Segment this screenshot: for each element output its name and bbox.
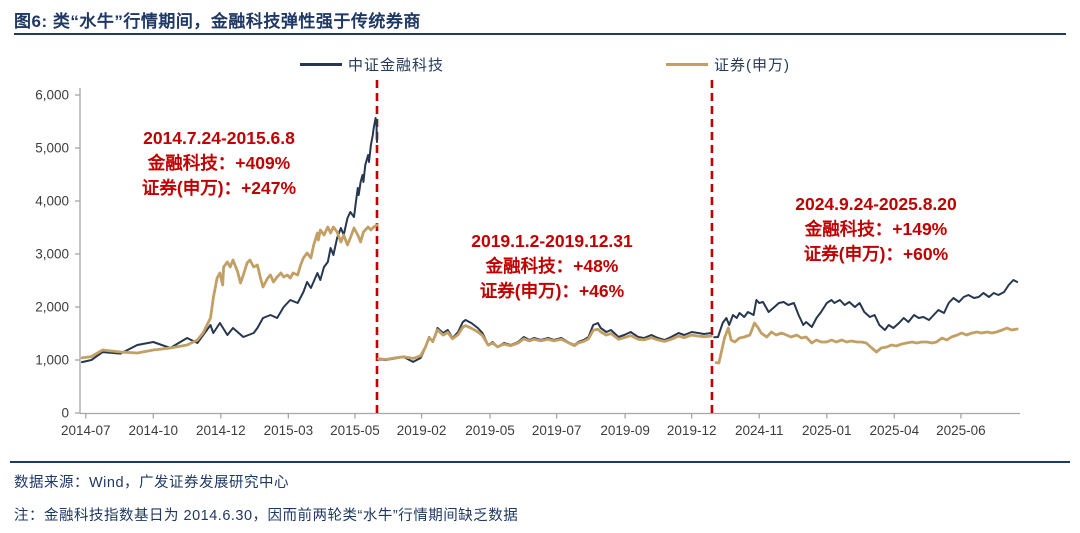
annotation-2-fintech: 金融科技：+48% [485, 256, 619, 276]
x-tick-label: 2024-11 [735, 423, 784, 438]
footer-divider [10, 461, 1070, 463]
y-tick-label: 1,000 [35, 353, 69, 368]
annotation-3-date: 2024.9.24-2025.8.20 [795, 194, 957, 214]
legend-item-securities: 证券(申万) [666, 54, 790, 75]
securities-line-swatch [666, 63, 708, 66]
title-underline [14, 33, 1066, 35]
y-tick-label: 4,000 [35, 194, 69, 209]
x-tick-label: 2019-02 [397, 423, 447, 438]
annotation-1-fintech: 金融科技：+409% [147, 153, 291, 173]
annotation-2-securities: 证券(申万)：+46% [479, 281, 625, 301]
securities-legend-label: 证券(申万) [714, 57, 790, 74]
y-tick-label: 3,000 [35, 247, 69, 262]
annotation-3-fintech: 金融科技：+149% [804, 219, 948, 239]
annotation-3-securities: 证券(申万)：+60% [803, 244, 949, 264]
fintech-line-swatch [300, 63, 342, 66]
fintech-legend-label: 中证金融科技 [348, 57, 445, 74]
annotation-period-1: 2014.7.24-2015.6.8 金融科技：+409% 证券(申万)：+24… [142, 126, 296, 201]
x-tick-label: 2014-10 [129, 423, 179, 438]
figure-title: 图6: 类“水牛”行情期间，金融科技弹性强于传统券商 [14, 12, 421, 31]
y-tick-label: 0 [61, 406, 69, 421]
y-tick-label: 5,000 [35, 141, 69, 156]
footnote-text: 注：金融科技指数基日为 2014.6.30，因而前两轮类“水牛”行情期间缺乏数据 [14, 508, 519, 524]
x-tick-label: 2015-03 [264, 423, 314, 438]
data-source-text: 数据来源：Wind，广发证券发展研究中心 [14, 475, 290, 491]
x-tick-label: 2019-05 [465, 423, 515, 438]
annotation-period-3: 2024.9.24-2025.8.20 金融科技：+149% 证券(申万)：+6… [795, 192, 957, 267]
x-tick-label: 2014-07 [61, 423, 111, 438]
annotation-1-date: 2014.7.24-2015.6.8 [143, 128, 295, 148]
x-tick-label: 2025-01 [802, 423, 852, 438]
axes: 0 1,000 2,000 3,000 4,000 5,000 6,000 2014-07 20… [35, 88, 1020, 438]
annotation-2-date: 2019.1.2-2019.12.31 [471, 231, 633, 251]
annotation-period-2: 2019.1.2-2019.12.31 金融科技：+48% 证券(申万)：+46… [471, 229, 633, 304]
y-tick-label: 2,000 [35, 300, 69, 315]
x-tick-label: 2025-06 [936, 423, 986, 438]
legend-item-fintech: 中证金融科技 [300, 54, 444, 75]
annotation-1-securities: 证券(申万)：+247% [141, 178, 297, 198]
x-tick-label: 2025-04 [870, 423, 920, 438]
x-tick-label: 2019-12 [667, 423, 717, 438]
series-证券(申万) [80, 223, 1019, 365]
x-tick-label: 2019-07 [532, 423, 582, 438]
x-tick-label: 2019-09 [600, 423, 650, 438]
y-tick-label: 6,000 [35, 88, 69, 103]
x-tick-label: 2015-05 [330, 423, 380, 438]
x-tick-label: 2014-12 [196, 423, 246, 438]
